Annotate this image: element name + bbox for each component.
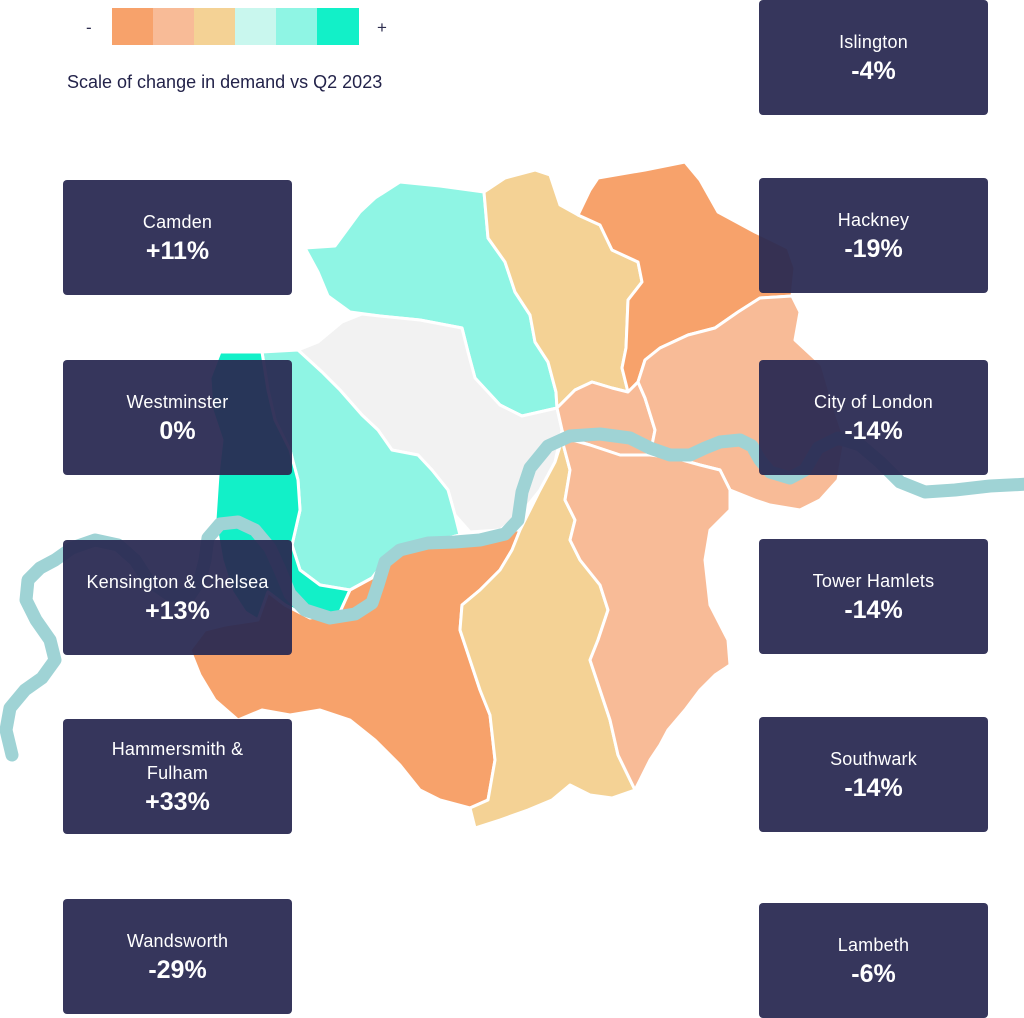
region-southwark: [560, 436, 732, 792]
card-name: Islington: [839, 31, 908, 52]
card-value: -14%: [844, 595, 903, 624]
card-name: Lambeth: [837, 934, 910, 955]
card-value: 0%: [159, 416, 196, 445]
legend-minus-label: -: [86, 18, 92, 37]
card-name: Kensington & Chelsea: [86, 571, 269, 592]
card-hammersmith-fulham: Hammersmith & Fulham +33%: [63, 719, 292, 834]
card-value: +11%: [145, 236, 210, 265]
card-value: -29%: [148, 955, 207, 984]
card-tower-hamlets: Tower Hamlets -14%: [759, 539, 988, 654]
card-name: Westminster: [126, 391, 229, 412]
legend-swatch-4: [235, 8, 277, 45]
card-kensington-chelsea: Kensington & Chelsea +13%: [63, 540, 292, 655]
card-name: Southwark: [830, 748, 917, 769]
legend-swatch-3: [194, 8, 236, 45]
card-value: -6%: [851, 959, 896, 988]
card-name: Hammersmith & Fulham: [111, 738, 244, 783]
card-name: Wandsworth: [126, 930, 229, 951]
legend: - + Scale of change in demand vs Q2 2023: [0, 0, 420, 110]
legend-swatch-2: [153, 8, 195, 45]
card-hackney: Hackney -19%: [759, 178, 988, 293]
legend-swatch-1: [112, 8, 154, 45]
legend-plus-label: +: [377, 18, 387, 37]
card-wandsworth: Wandsworth -29%: [63, 899, 292, 1014]
legend-swatch-6: [317, 8, 359, 45]
card-islington: Islington -4%: [759, 0, 988, 115]
card-value: -19%: [844, 234, 903, 263]
card-value: +13%: [145, 596, 210, 625]
card-value: -14%: [844, 416, 903, 445]
card-westminster: Westminster 0%: [63, 360, 292, 475]
card-lambeth: Lambeth -6%: [759, 903, 988, 1018]
card-southwark: Southwark -14%: [759, 717, 988, 832]
legend-caption: Scale of change in demand vs Q2 2023: [67, 72, 383, 92]
card-name: City of London: [814, 391, 933, 412]
legend-swatch-5: [276, 8, 318, 45]
card-camden: Camden +11%: [63, 180, 292, 295]
card-name: Camden: [142, 211, 213, 232]
card-name: Hackney: [837, 209, 910, 230]
card-city-of-london: City of London -14%: [759, 360, 988, 475]
card-value: -14%: [844, 773, 903, 802]
card-value: +33%: [145, 787, 210, 816]
card-value: -4%: [851, 56, 896, 85]
card-name: Tower Hamlets: [812, 570, 935, 591]
